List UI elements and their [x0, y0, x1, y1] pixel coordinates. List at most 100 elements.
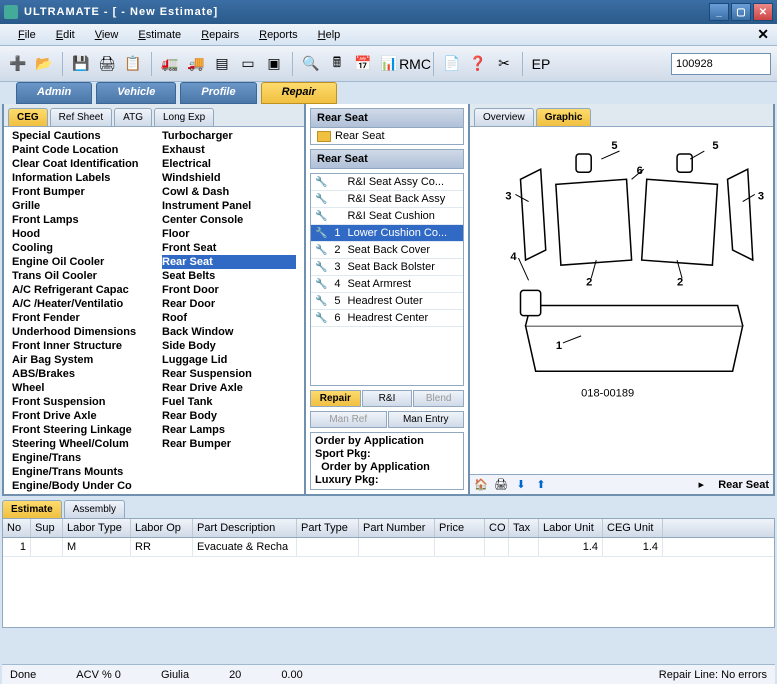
op-item[interactable]: 🔧2Seat Back Cover	[311, 242, 463, 259]
menu-help[interactable]: Help	[308, 27, 351, 43]
part-item[interactable]: Wheel	[12, 381, 146, 395]
grid-header[interactable]: Price	[435, 519, 485, 537]
grid-header[interactable]: CO	[485, 519, 509, 537]
part-item[interactable]: Cowl & Dash	[162, 185, 296, 199]
part-item[interactable]: Front Fender	[12, 311, 146, 325]
opbtn-manentry[interactable]: Man Entry	[388, 411, 465, 428]
part-item[interactable]: Rear Seat	[162, 255, 296, 269]
grid-cell[interactable]: 1.4	[539, 538, 603, 556]
grid-cell[interactable]: RR	[131, 538, 193, 556]
grid-header[interactable]: Labor Op	[131, 519, 193, 537]
up-icon[interactable]: ⬆	[534, 478, 548, 492]
toolbar-btn-6[interactable]: 🚚	[184, 52, 208, 76]
part-item[interactable]: Engine/Body Under Co	[12, 479, 146, 493]
grid-cell[interactable]: Evacuate & Recha	[193, 538, 297, 556]
toolbar-btn-11[interactable]: 🖩	[325, 52, 349, 76]
grid-header[interactable]: Part Description	[193, 519, 297, 537]
part-item[interactable]: Steering Wheel/Colum	[12, 437, 146, 451]
toolbar-btn-17[interactable]: ✂	[492, 52, 516, 76]
grid-cell[interactable]: M	[63, 538, 131, 556]
grid-header[interactable]: Sup	[31, 519, 63, 537]
part-item[interactable]: ABS/Brakes	[12, 367, 146, 381]
part-item[interactable]: Rear Body	[162, 409, 296, 423]
p3tab-graphic[interactable]: Graphic	[536, 108, 592, 126]
grid-header[interactable]: Tax	[509, 519, 539, 537]
op-item[interactable]: 🔧R&I Seat Cushion	[311, 208, 463, 225]
menu-estimate[interactable]: Estimate	[128, 27, 191, 43]
menu-edit[interactable]: Edit	[46, 27, 85, 43]
part-item[interactable]: Rear Door	[162, 297, 296, 311]
part-item[interactable]: Front Bumper	[12, 185, 146, 199]
part-item[interactable]: Paint Code Location	[12, 143, 146, 157]
menu-repairs[interactable]: Repairs	[191, 27, 249, 43]
toolbar-btn-10[interactable]: 🔍	[299, 52, 323, 76]
toolbar-btn-12[interactable]: 📅	[351, 52, 375, 76]
close-button[interactable]: ✕	[753, 3, 773, 21]
part-item[interactable]: Grille	[12, 199, 146, 213]
toolbar-btn-18[interactable]: EP	[529, 52, 553, 76]
toolbar-btn-9[interactable]: ▣	[262, 52, 286, 76]
grid-header[interactable]: Labor Type	[63, 519, 131, 537]
part-item[interactable]: Windshield	[162, 171, 296, 185]
part-item[interactable]: Rear Suspension	[162, 367, 296, 381]
search-input[interactable]	[671, 53, 771, 75]
menu-view[interactable]: View	[85, 27, 129, 43]
mdi-close-button[interactable]: ✕	[757, 26, 769, 43]
part-item[interactable]: Side Body	[162, 339, 296, 353]
toolbar-btn-14[interactable]: RMC	[403, 52, 427, 76]
part-item[interactable]: Air Cleaner	[12, 493, 146, 494]
part-item[interactable]: Engine/Trans Mounts	[12, 465, 146, 479]
toolbar-btn-0[interactable]: ➕	[6, 52, 30, 76]
btab-assembly[interactable]: Assembly	[64, 500, 125, 518]
part-item[interactable]: Engine/Trans	[12, 451, 146, 465]
op-item[interactable]: 🔧5Headrest Outer	[311, 293, 463, 310]
part-item[interactable]: Trans Oil Cooler	[12, 269, 146, 283]
toolbar-btn-5[interactable]: 🚛	[158, 52, 182, 76]
toolbar-btn-3[interactable]: 🖨	[95, 52, 119, 76]
part-item[interactable]: Floor	[162, 227, 296, 241]
tree-item[interactable]: Rear Seat	[310, 128, 464, 145]
part-item[interactable]: Fuel Tank	[162, 395, 296, 409]
toolbar-btn-2[interactable]: 💾	[69, 52, 93, 76]
navtab-admin[interactable]: Admin	[16, 82, 92, 104]
p3tab-overview[interactable]: Overview	[474, 108, 534, 126]
grid-header[interactable]: Part Number	[359, 519, 435, 537]
part-item[interactable]: Electrical	[162, 157, 296, 171]
part-item[interactable]: Clear Coat Identification	[12, 157, 146, 171]
part-item[interactable]: Front Inner Structure	[12, 339, 146, 353]
opbtn-repair[interactable]: Repair	[310, 390, 361, 407]
grid-cell[interactable]	[485, 538, 509, 556]
menu-file[interactable]: File	[8, 27, 46, 43]
expand-icon[interactable]: ▸	[694, 478, 708, 492]
grid-cell[interactable]: 1.4	[603, 538, 663, 556]
op-item[interactable]: 🔧R&I Seat Assy Co...	[311, 174, 463, 191]
part-item[interactable]: Luggage Lid	[162, 353, 296, 367]
part-item[interactable]: Rear Lamps	[162, 423, 296, 437]
menu-reports[interactable]: Reports	[249, 27, 308, 43]
part-item[interactable]: Front Door	[162, 283, 296, 297]
grid-cell[interactable]	[359, 538, 435, 556]
part-item[interactable]: A/C Refrigerant Capac	[12, 283, 146, 297]
btab-estimate[interactable]: Estimate	[2, 500, 62, 518]
part-item[interactable]: Center Console	[162, 213, 296, 227]
part-item[interactable]: Rear Bumper	[162, 437, 296, 451]
grid-cell[interactable]	[297, 538, 359, 556]
part-item[interactable]: Back Window	[162, 325, 296, 339]
op-item[interactable]: 🔧3Seat Back Bolster	[311, 259, 463, 276]
part-item[interactable]: Front Suspension	[12, 395, 146, 409]
print-icon[interactable]: 🖨	[494, 478, 508, 492]
home-icon[interactable]: 🏠	[474, 478, 488, 492]
part-item[interactable]: Special Cautions	[12, 129, 146, 143]
part-item[interactable]: Roof	[162, 311, 296, 325]
part-item[interactable]: Underhood Dimensions	[12, 325, 146, 339]
parts-diagram[interactable]: 3 5 6 5 3 4 2 2 1	[470, 126, 773, 474]
navtab-profile[interactable]: Profile	[180, 82, 256, 104]
part-item[interactable]: Exhaust	[162, 143, 296, 157]
toolbar-btn-7[interactable]: ▤	[210, 52, 234, 76]
minimize-button[interactable]: _	[709, 3, 729, 21]
navtab-repair[interactable]: Repair	[261, 82, 337, 104]
part-item[interactable]: Rear Drive Axle	[162, 381, 296, 395]
part-item[interactable]: Air Bag System	[12, 353, 146, 367]
part-item[interactable]: Information Labels	[12, 171, 146, 185]
toolbar-btn-8[interactable]: ▭	[236, 52, 260, 76]
